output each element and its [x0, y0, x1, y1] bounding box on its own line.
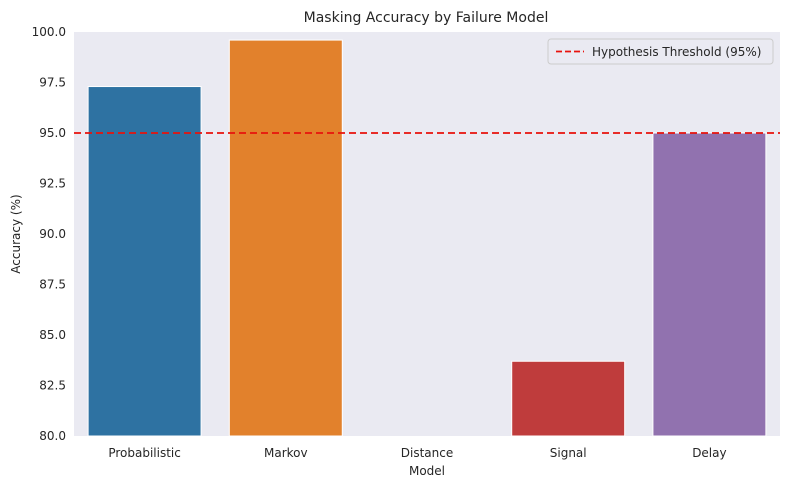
- y-tick-label: 92.5: [39, 177, 66, 191]
- y-tick-label: 87.5: [39, 278, 66, 292]
- bars-group: [87, 39, 767, 437]
- x-tick-label: Probabilistic: [108, 446, 181, 460]
- x-tick-label: Signal: [550, 446, 587, 460]
- bar-delay: [652, 132, 767, 437]
- chart-title: Masking Accuracy by Failure Model: [304, 10, 549, 26]
- legend-box: [547, 38, 774, 65]
- y-tick-label: 82.5: [39, 379, 66, 393]
- y-tick-label: 95.0: [39, 126, 66, 140]
- y-axis-title: Accuracy (%): [9, 194, 23, 273]
- x-axis-title: Model: [409, 464, 445, 478]
- x-axis-ticks: Probabilistic Markov Distance Signal Delay: [108, 446, 726, 460]
- y-tick-label: 85.0: [39, 328, 66, 342]
- x-tick-label: Markov: [264, 446, 308, 460]
- y-axis-ticks: 80.0 82.5 85.0 87.5 90.0 92.5 95.0 97.5 100.0: [32, 25, 66, 443]
- x-tick-label: Distance: [401, 446, 453, 460]
- y-tick-label: 90.0: [39, 227, 66, 241]
- bar-signal: [511, 360, 626, 437]
- bar-markov: [228, 39, 343, 437]
- y-tick-label: 80.0: [39, 429, 66, 443]
- x-tick-label: Delay: [692, 446, 726, 460]
- legend-threshold-label: Hypothesis Threshold (95%): [592, 45, 761, 59]
- y-tick-label: 100.0: [32, 25, 66, 39]
- y-tick-label: 97.5: [39, 76, 66, 90]
- bar-probabilistic: [87, 86, 202, 437]
- legend: Hypothesis Threshold (95%): [547, 38, 774, 65]
